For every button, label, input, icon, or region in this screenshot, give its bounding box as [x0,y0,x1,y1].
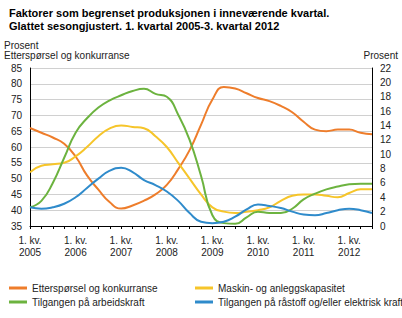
svg-text:1. kv.: 1. kv. [246,235,269,246]
svg-text:Maskin- og anleggskapasitet: Maskin- og anleggskapasitet [218,283,345,294]
svg-text:Tilgangen på råstoff og/eller: Tilgangen på råstoff og/eller elektrisk … [218,297,402,308]
svg-text:1. kv.: 1. kv. [110,235,133,246]
svg-text:1. kv.: 1. kv. [64,235,87,246]
svg-text:45: 45 [11,189,23,200]
svg-text:75: 75 [11,94,23,105]
svg-text:60: 60 [11,142,23,153]
svg-text:1. kv.: 1. kv. [292,235,315,246]
svg-text:2011: 2011 [293,247,315,258]
svg-text:1. kv.: 1. kv. [338,235,361,246]
svg-text:65: 65 [11,126,23,137]
svg-text:8: 8 [380,163,386,174]
svg-text:50: 50 [11,173,23,184]
svg-text:Faktorer som begrenset produks: Faktorer som begrenset produksjonen i in… [9,7,329,19]
svg-text:Tilgangen på arbeidskraft: Tilgangen på arbeidskraft [32,297,145,308]
svg-text:2009: 2009 [201,247,224,258]
svg-text:16: 16 [380,106,392,117]
svg-text:35: 35 [11,221,23,232]
svg-text:Etterspørsel og konkurranse: Etterspørsel og konkurranse [4,50,130,61]
svg-text:2008: 2008 [156,247,179,258]
svg-text:22: 22 [380,63,392,74]
svg-text:1. kv.: 1. kv. [18,235,41,246]
svg-text:2005: 2005 [19,247,42,258]
svg-text:10: 10 [380,149,392,160]
svg-text:14: 14 [380,120,392,131]
svg-text:20: 20 [380,77,392,88]
svg-text:Glattet sesongjustert. 1. kvar: Glattet sesongjustert. 1. kvartal 2005-3… [9,20,279,32]
svg-text:2006: 2006 [64,247,87,258]
svg-text:70: 70 [11,110,23,121]
svg-text:1. kv.: 1. kv. [155,235,178,246]
svg-text:4: 4 [380,192,386,203]
svg-text:2: 2 [380,206,386,217]
svg-text:1. kv.: 1. kv. [201,235,224,246]
svg-text:85: 85 [11,63,23,74]
svg-text:55: 55 [11,157,23,168]
svg-text:80: 80 [11,78,23,89]
svg-text:6: 6 [380,177,386,188]
svg-text:2007: 2007 [110,247,133,258]
svg-text:12: 12 [380,134,392,145]
svg-text:18: 18 [380,91,392,102]
svg-text:2010: 2010 [247,247,270,258]
svg-text:Etterspørsel og konkurranse: Etterspørsel og konkurranse [32,283,158,294]
svg-text:0: 0 [380,221,386,232]
svg-text:40: 40 [11,205,23,216]
svg-text:Prosent: Prosent [364,50,399,61]
svg-text:2012: 2012 [338,247,361,258]
svg-text:Prosent: Prosent [4,39,39,51]
